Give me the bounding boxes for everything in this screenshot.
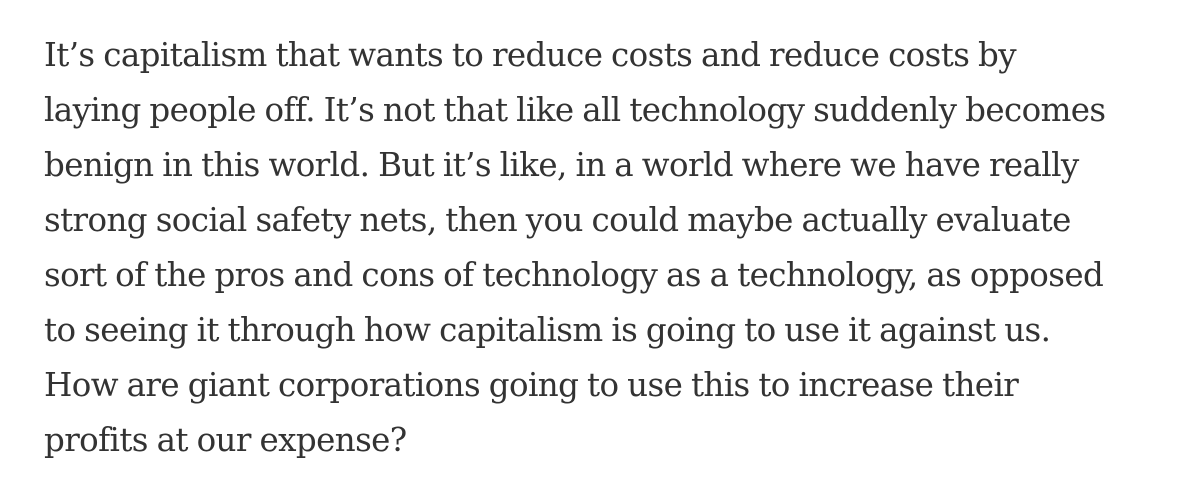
paragraph-line-5: sort of the pros and cons of technology … — [44, 256, 1104, 294]
paragraph-line-1: It’s capitalism that wants to reduce cos… — [44, 36, 1017, 74]
paragraph-line-3: benign in this world. But it’s like, in … — [44, 146, 1079, 184]
paragraph-line-2: laying people off. It’s not that like al… — [44, 91, 1106, 129]
paragraph-line-6: to seeing it through how capitalism is g… — [44, 311, 1051, 349]
paragraph-line-8: profits at our expense? — [44, 421, 407, 459]
quote-paragraph: It’s capitalism that wants to reduce cos… — [44, 28, 1184, 468]
article-body: It’s capitalism that wants to reduce cos… — [44, 28, 1184, 468]
paragraph-line-7: How are giant corporations going to use … — [44, 366, 1019, 404]
paragraph-line-4: strong social safety nets, then you coul… — [44, 201, 1071, 239]
